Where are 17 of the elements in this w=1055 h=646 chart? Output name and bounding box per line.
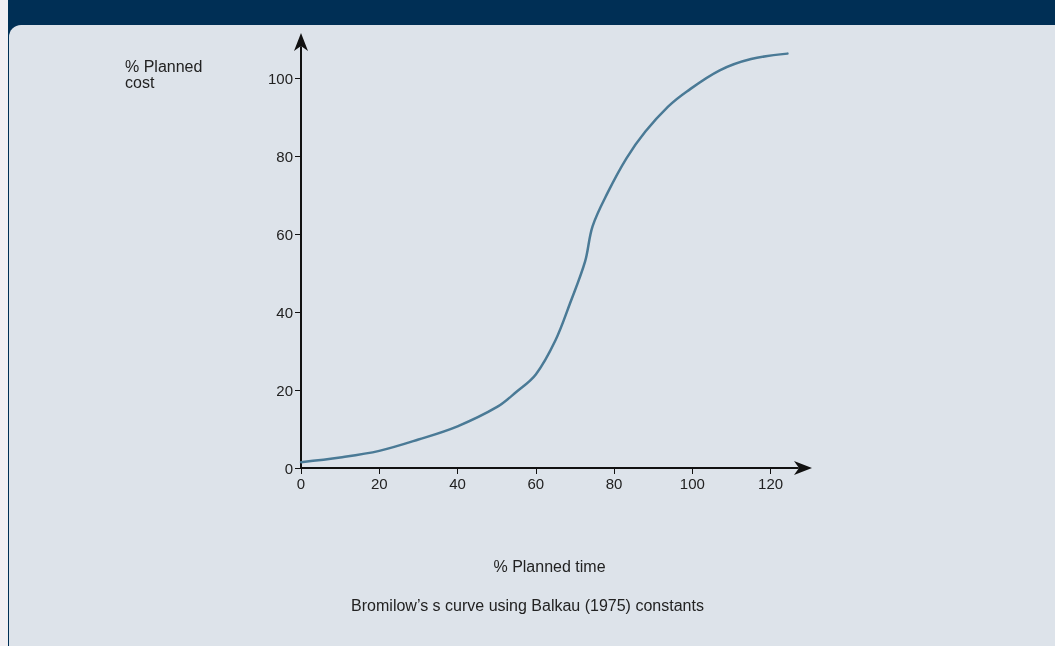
y-axis-title: % Planned cost	[125, 57, 207, 91]
y-tick-label: 80	[276, 147, 293, 165]
x-tick-label: 100	[679, 475, 705, 492]
y-tick-label: 0	[284, 459, 293, 477]
x-tick-label: 40	[449, 475, 466, 492]
y-tick-label: 60	[276, 225, 293, 243]
x-tick-label: 120	[758, 475, 784, 492]
line-series	[299, 52, 789, 464]
y-tick-label: 100	[267, 69, 293, 87]
y-tick-label: 20	[276, 381, 293, 399]
x-tick-label: 60	[527, 475, 545, 492]
x-tick-label: 0	[296, 475, 306, 492]
x-tick-label: 20	[370, 475, 388, 492]
text: Bromilow’s s curve using Balkau (1975) constants	[351, 596, 704, 614]
y-tick-label: 40	[276, 303, 293, 321]
x-axis-title: % Planned time	[493, 557, 606, 575]
x-tick-label: 80	[605, 475, 623, 492]
